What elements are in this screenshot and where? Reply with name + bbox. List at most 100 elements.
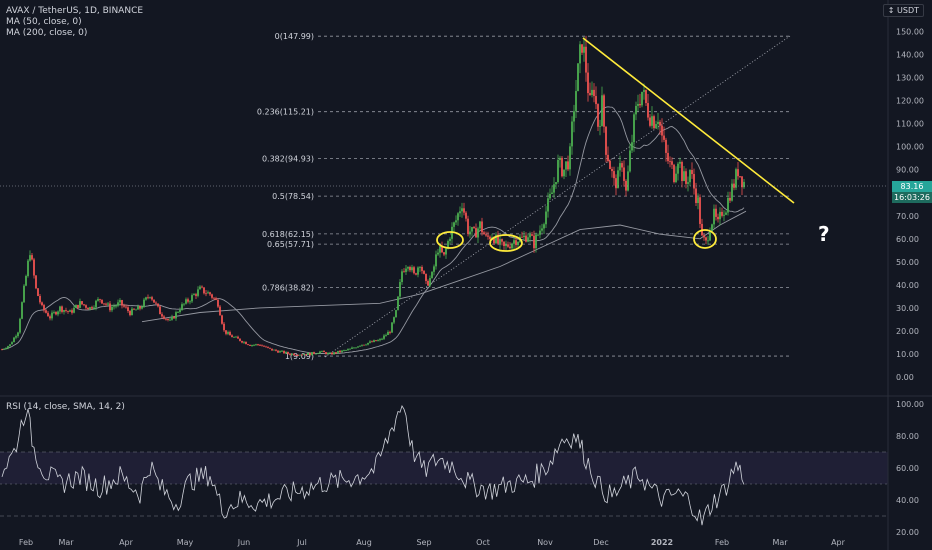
candle-body <box>711 224 713 232</box>
candle-body <box>119 300 121 303</box>
candle-body <box>419 266 421 268</box>
candle-body <box>343 350 345 351</box>
candle-body <box>23 285 25 303</box>
y-tick-label: 120.00 <box>896 97 924 106</box>
candle-body <box>379 339 381 341</box>
candle-body <box>49 316 51 319</box>
candle-body <box>377 340 379 342</box>
ma200-label[interactable]: MA (200, close, 0) <box>6 28 88 38</box>
candle-body <box>647 103 649 118</box>
candle-body <box>577 63 579 92</box>
candle-body <box>613 171 615 179</box>
candle-body <box>345 350 347 351</box>
candle-body <box>31 255 33 260</box>
candle-body <box>713 208 715 225</box>
candle-body <box>339 350 341 353</box>
x-tick-label: Mar <box>772 538 788 547</box>
candle-body <box>691 170 693 175</box>
candlesticks <box>1 35 745 357</box>
rsi-label[interactable]: RSI (14, close, SMA, 14, 2) <box>6 402 125 412</box>
candle-body <box>187 299 189 302</box>
candle-body <box>515 240 517 245</box>
fib-level-label: 0(147.99) <box>275 32 314 41</box>
candle-body <box>413 267 415 274</box>
candle-body <box>445 248 447 255</box>
candle-body <box>283 350 285 354</box>
candle-body <box>557 159 559 183</box>
candle-body <box>77 304 79 308</box>
candle-body <box>13 337 15 343</box>
candle-body <box>545 211 547 225</box>
candle-body <box>645 90 647 104</box>
candle-body <box>185 299 187 304</box>
candle-body <box>231 335 233 338</box>
rsi-tick-label: 40.00 <box>896 496 919 505</box>
x-tick-label: Aug <box>356 538 372 547</box>
candle-body <box>629 150 631 172</box>
candle-body <box>347 349 349 351</box>
candle-body <box>205 293 207 295</box>
candle-body <box>25 276 27 286</box>
candle-body <box>541 228 543 231</box>
x-tick-label: Feb <box>19 538 33 547</box>
candle-body <box>127 307 129 312</box>
x-tick-label: Apr <box>831 538 846 547</box>
candle-body <box>597 104 599 127</box>
candle-body <box>559 157 561 160</box>
candle-body <box>571 121 573 147</box>
candle-body <box>449 238 451 242</box>
descending-trendline <box>582 37 795 204</box>
candle-body <box>93 307 95 309</box>
x-tick-label: Apr <box>119 538 134 547</box>
countdown-tag: 16:03:26 <box>892 192 932 203</box>
fibonacci-levels: 0(147.99) 0.236(115.21) 0.382(94.93) 0.5(78… <box>257 32 790 361</box>
candle-body <box>433 266 435 272</box>
candle-body <box>361 344 363 346</box>
candle-body <box>703 235 705 238</box>
y-tick-label: 40.00 <box>896 281 919 290</box>
candle-body <box>69 310 71 312</box>
candle-body <box>501 239 503 242</box>
candle-body <box>627 171 629 191</box>
symbol-title[interactable]: AVAX / TetherUS, 1D, BINANCE <box>6 6 144 16</box>
candle-body <box>279 351 281 353</box>
candle-body <box>411 267 413 271</box>
x-tick-label: May <box>177 538 194 547</box>
candle-body <box>699 197 701 224</box>
candle-body <box>121 300 123 306</box>
candle-body <box>359 345 361 347</box>
candle-body <box>485 234 487 236</box>
candle-body <box>553 184 555 193</box>
candle-body <box>479 221 481 229</box>
candle-body <box>315 353 317 355</box>
candle-body <box>631 142 633 151</box>
candle-body <box>587 72 589 94</box>
candle-body <box>409 267 411 271</box>
candle-body <box>175 312 177 319</box>
support-circle-1 <box>436 231 464 249</box>
candle-body <box>685 171 687 184</box>
candle-body <box>271 348 273 351</box>
candle-body <box>439 246 441 253</box>
currency-button[interactable]: ↕ USDT <box>882 4 924 17</box>
candle-body <box>509 246 511 249</box>
candle-body <box>159 306 161 315</box>
candle-body <box>367 342 369 345</box>
candle-body <box>385 335 387 336</box>
y-tick-label: 90.00 <box>896 166 919 175</box>
candle-body <box>405 268 407 272</box>
candle-body <box>253 344 255 346</box>
candle-body <box>573 111 575 122</box>
candle-body <box>333 352 335 355</box>
candle-body <box>727 197 729 213</box>
candle-body <box>89 307 91 310</box>
candle-body <box>323 350 325 353</box>
candle-body <box>113 306 115 308</box>
ma50-label[interactable]: MA (50, close, 0) <box>6 17 82 27</box>
candle-body <box>335 352 337 354</box>
candle-body <box>505 244 507 247</box>
candle-body <box>733 183 735 188</box>
candle-body <box>157 303 159 307</box>
price-axis: 0.0010.0020.0030.0040.0050.0060.0070.008… <box>896 28 924 382</box>
